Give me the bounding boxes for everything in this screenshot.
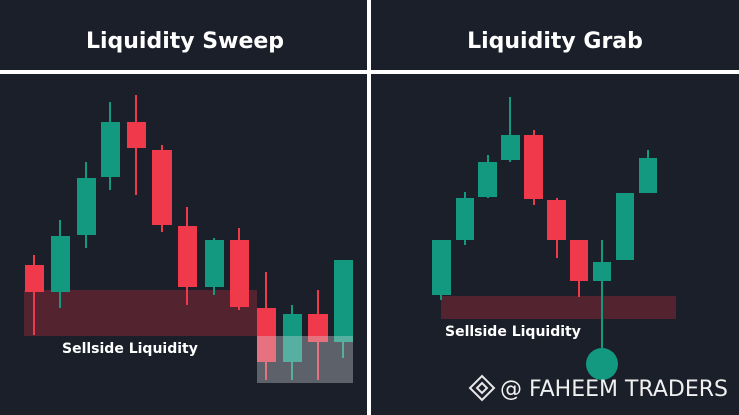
zone-label: Sellside Liquidity (62, 341, 198, 357)
panel-title: Liquidity Sweep (86, 29, 284, 54)
right-candles (432, 97, 676, 380)
zone-label: Sellside Liquidity (445, 324, 581, 340)
watermark: @ FAHEEM TRADERS (500, 377, 728, 402)
watermark-logo (468, 374, 496, 402)
divider (367, 0, 371, 415)
left-candles (24, 95, 353, 383)
panel-title: Liquidity Grab (467, 29, 643, 54)
